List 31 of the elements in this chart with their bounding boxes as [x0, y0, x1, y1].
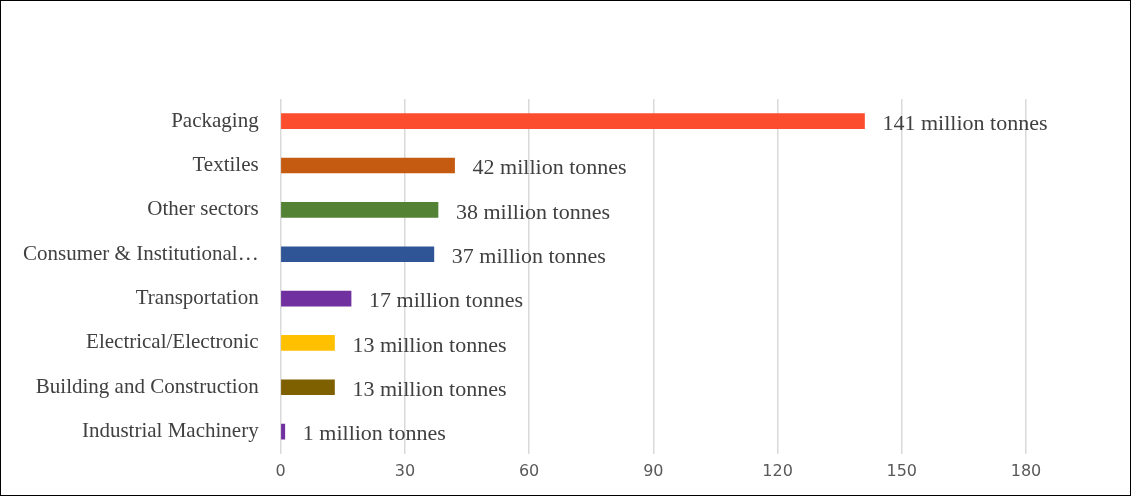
data-label: 13 million tonnes: [352, 376, 507, 402]
y-tick-label: Consumer & Institutional…: [23, 240, 259, 265]
y-tick-label: Industrial Machinery: [81, 418, 260, 443]
y-tick-label: Textiles: [192, 152, 259, 177]
x-tick-label: 120: [762, 460, 793, 480]
bar: [281, 423, 286, 440]
data-label: 42 million tonnes: [472, 154, 627, 180]
bar: [281, 379, 335, 396]
data-label: 141 million tonnes: [882, 109, 1048, 135]
x-tick-label: 180: [1010, 460, 1042, 480]
x-tick-label: 0: [275, 460, 286, 480]
y-tick-label: Other sectors: [147, 196, 259, 221]
x-tick-label: 90: [643, 460, 664, 480]
y-tick-label: Building and Construction: [35, 373, 260, 398]
bar: [281, 335, 335, 351]
y-tick-label: Electrical/Electronic: [86, 329, 259, 354]
bar: [281, 113, 865, 130]
bar: [281, 157, 455, 174]
y-tick-label: Transportation: [135, 285, 260, 310]
bar: [281, 202, 439, 218]
x-tick-label: 60: [518, 460, 540, 480]
x-tick-label: 150: [886, 460, 918, 480]
bar: [281, 246, 435, 263]
data-label: 37 million tonnes: [451, 243, 606, 269]
data-label: 17 million tonnes: [369, 287, 524, 313]
data-label: 1 million tonnes: [302, 420, 446, 446]
x-tick-label: 30: [394, 460, 416, 480]
data-label: 38 million tonnes: [456, 198, 611, 224]
bar: [281, 290, 352, 307]
y-tick-label: Packaging: [171, 107, 260, 132]
data-label: 13 million tonnes: [352, 331, 507, 357]
